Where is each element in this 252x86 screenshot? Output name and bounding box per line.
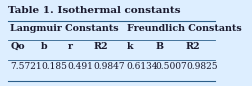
Text: 0.5007: 0.5007 — [155, 62, 186, 71]
Text: Freundlich Constants: Freundlich Constants — [126, 24, 240, 33]
Text: R2: R2 — [185, 42, 200, 51]
Text: B: B — [155, 42, 163, 51]
Text: 0.9847: 0.9847 — [93, 62, 125, 71]
Text: Table 1. Isothermal constants: Table 1. Isothermal constants — [8, 6, 180, 15]
Text: R2: R2 — [93, 42, 108, 51]
Text: 0.9825: 0.9825 — [185, 62, 217, 71]
Text: 0.6134: 0.6134 — [126, 62, 158, 71]
Text: Qo: Qo — [10, 42, 25, 51]
Text: r: r — [67, 42, 72, 51]
Text: Langmuir Constants: Langmuir Constants — [10, 24, 118, 33]
Text: b: b — [41, 42, 47, 51]
Text: 7.5721: 7.5721 — [10, 62, 42, 71]
Text: 0.185: 0.185 — [41, 62, 67, 71]
Text: 0.491: 0.491 — [67, 62, 93, 71]
Text: k: k — [126, 42, 133, 51]
